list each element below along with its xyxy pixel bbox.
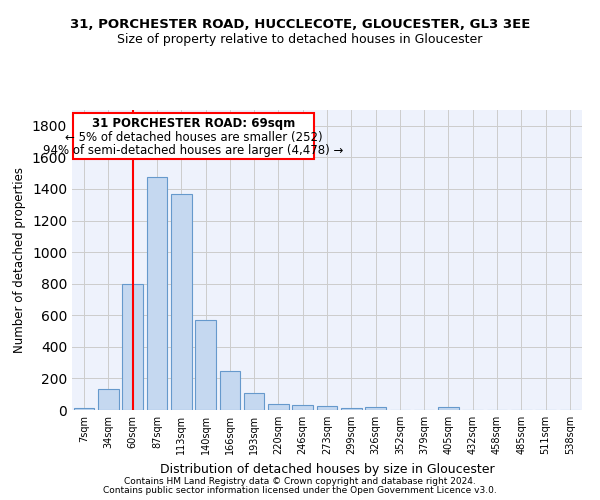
- Bar: [171, 194, 191, 410]
- Bar: [195, 320, 216, 410]
- Bar: [122, 284, 143, 410]
- Bar: [220, 370, 240, 410]
- Bar: [341, 408, 362, 410]
- Bar: [438, 407, 459, 410]
- Bar: [74, 408, 94, 410]
- Bar: [292, 406, 313, 410]
- Y-axis label: Number of detached properties: Number of detached properties: [13, 167, 26, 353]
- Bar: [268, 404, 289, 410]
- Text: 31 PORCHESTER ROAD: 69sqm: 31 PORCHESTER ROAD: 69sqm: [92, 117, 295, 130]
- Text: Size of property relative to detached houses in Gloucester: Size of property relative to detached ho…: [118, 32, 482, 46]
- Text: ← 5% of detached houses are smaller (252): ← 5% of detached houses are smaller (252…: [65, 130, 322, 143]
- Bar: [98, 390, 119, 410]
- Bar: [146, 177, 167, 410]
- Bar: [317, 406, 337, 410]
- X-axis label: Distribution of detached houses by size in Gloucester: Distribution of detached houses by size …: [160, 462, 494, 475]
- Text: Contains public sector information licensed under the Open Government Licence v3: Contains public sector information licen…: [103, 486, 497, 495]
- Text: 94% of semi-detached houses are larger (4,478) →: 94% of semi-detached houses are larger (…: [43, 144, 344, 157]
- FancyBboxPatch shape: [73, 113, 314, 159]
- Bar: [244, 392, 265, 410]
- Text: Contains HM Land Registry data © Crown copyright and database right 2024.: Contains HM Land Registry data © Crown c…: [124, 477, 476, 486]
- Text: 31, PORCHESTER ROAD, HUCCLECOTE, GLOUCESTER, GL3 3EE: 31, PORCHESTER ROAD, HUCCLECOTE, GLOUCES…: [70, 18, 530, 30]
- Bar: [365, 407, 386, 410]
